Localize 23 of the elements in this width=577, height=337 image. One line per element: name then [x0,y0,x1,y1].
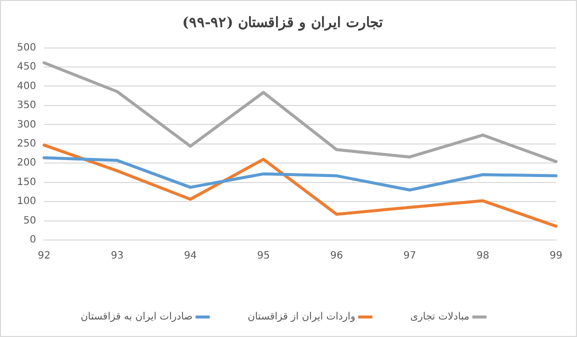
y-tick-label: 100 [16,196,36,208]
x-tick-label: 95 [257,250,270,262]
x-tick-label: 93 [110,250,124,262]
x-tick-label: 92 [38,250,50,262]
y-tick-label: 300 [16,119,36,130]
x-tick-label: 98 [476,250,490,262]
y-tick-label: 250 [16,138,36,150]
x-tick-label: 94 [184,250,197,262]
y-tick-label: 400 [16,80,36,92]
x-tick-label: 96 [330,250,343,262]
x-tick-label: 99 [550,250,562,262]
x-tick-label: 97 [403,250,416,262]
y-tick-label: 150 [16,176,36,188]
y-tick-label: 200 [16,158,36,169]
legend-label: صادرات ایران به قزاقستان [80,312,193,323]
y-tick-label: 500 [16,42,36,54]
y-tick-label: 50 [23,215,36,226]
legend-label: واردات ایران از قزاقستان [248,312,356,323]
y-tick-label: 0 [30,234,36,246]
y-tick-label: 350 [16,100,36,112]
chart-title: تجارت ایران و قزاقستان (۹۲-۹۹) [182,15,383,32]
y-tick-label: 450 [16,62,36,73]
legend-label: مبادلات تجاری [410,312,470,323]
